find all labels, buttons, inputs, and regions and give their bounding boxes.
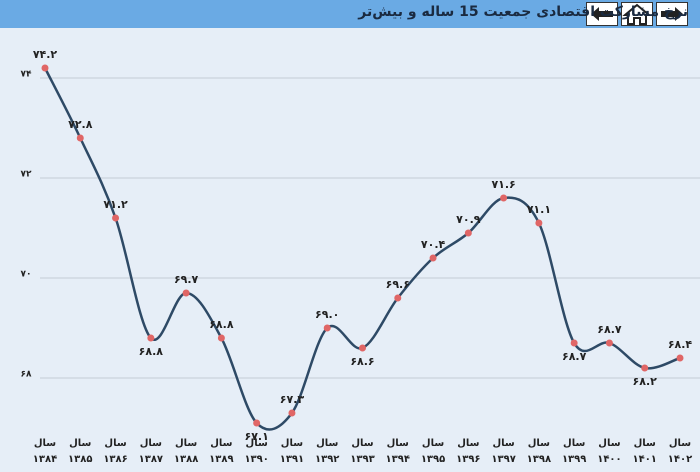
value-label: ۷۲.۸ bbox=[68, 118, 93, 131]
marker bbox=[641, 364, 649, 372]
marker bbox=[182, 289, 190, 297]
home-button[interactable] bbox=[621, 2, 653, 26]
value-label: ۶۸.۸ bbox=[139, 345, 164, 358]
marker bbox=[288, 409, 296, 417]
line bbox=[43, 67, 681, 431]
x-tick-label: سال ۱۳۹۸ bbox=[526, 438, 552, 465]
marker bbox=[676, 354, 684, 362]
x-tick-label: سال ۱۳۹۷ bbox=[491, 438, 516, 465]
x-tick-label: سال ۱۳۹۵ bbox=[420, 438, 446, 465]
value-label: ۷۰.۹ bbox=[456, 213, 481, 226]
x-tick-label: سال ۱۳۹۶ bbox=[456, 438, 481, 465]
x-tick-label: سال ۱۳۹۳ bbox=[350, 438, 375, 465]
marker bbox=[147, 334, 155, 342]
forward-button[interactable] bbox=[656, 2, 688, 26]
value-label: ۶۸.۸ bbox=[209, 318, 234, 331]
value-label: ۶۷.۱ bbox=[245, 430, 269, 443]
value-label: ۶۹.۰ bbox=[315, 308, 339, 321]
value-label: ۷۱.۱ bbox=[527, 203, 551, 216]
x-tick-label: سال ۱۴۰۱ bbox=[632, 438, 657, 465]
value-label: ۷۴.۲ bbox=[33, 48, 58, 61]
y-tick-label: ۶۸ bbox=[21, 370, 32, 380]
x-tick-label: سال ۱۳۸۴ bbox=[32, 438, 58, 465]
y-tick-label: ۷۴ bbox=[21, 70, 32, 80]
marker bbox=[500, 194, 508, 202]
x-tick-label: سال ۱۳۹۲ bbox=[315, 438, 340, 465]
value-label: ۶۹.۶ bbox=[386, 278, 410, 291]
value-label: ۷۱.۲ bbox=[103, 198, 128, 211]
marker bbox=[323, 324, 331, 332]
chart-title: نرخ مشارکت اقتصادی جمعیت 15 ساله و بیش‌ت… bbox=[358, 4, 688, 20]
marker bbox=[570, 339, 578, 347]
x-tick-label: سال ۱۳۹۱ bbox=[279, 438, 305, 465]
value-label: ۶۸.۲ bbox=[633, 375, 658, 388]
value-label: ۶۸.۴ bbox=[668, 338, 693, 351]
marker bbox=[605, 339, 613, 347]
marker bbox=[76, 134, 84, 142]
marker bbox=[253, 419, 261, 427]
x-tick-label: سال ۱۳۸۹ bbox=[209, 438, 234, 465]
value-label: ۶۸.۷ bbox=[562, 350, 587, 363]
marker bbox=[217, 334, 225, 342]
value-label: ۶۸.۶ bbox=[350, 355, 374, 368]
marker bbox=[112, 214, 120, 222]
forward-icon bbox=[661, 7, 683, 21]
y-tick-label: ۷۰ bbox=[21, 270, 32, 280]
value-label: ۶۹.۷ bbox=[174, 273, 199, 286]
marker bbox=[464, 229, 472, 237]
marker bbox=[394, 294, 402, 302]
value-label: ۷۰.۴ bbox=[421, 238, 446, 251]
marker bbox=[359, 344, 366, 352]
x-tick-label: سال ۱۳۸۸ bbox=[173, 438, 199, 465]
value-label: ۷۱.۶ bbox=[491, 178, 515, 191]
x-tick-label: سال ۱۳۹۰ bbox=[244, 438, 269, 465]
x-tick-label: سال ۱۴۰۰ bbox=[597, 438, 622, 465]
x-tick-label: سال ۱۴۰۲ bbox=[667, 438, 693, 465]
back-icon bbox=[591, 7, 613, 21]
home-icon bbox=[622, 3, 652, 25]
marker bbox=[535, 219, 543, 227]
x-tick-label: سال ۱۳۸۵ bbox=[68, 438, 93, 465]
x-tick-label: سال ۱۳۸۶ bbox=[103, 438, 128, 465]
x-tick-label: سال ۱۳۹۹ bbox=[561, 438, 587, 465]
x-tick-label: سال ۱۳۹۴ bbox=[385, 438, 410, 465]
marker bbox=[41, 64, 49, 72]
marker bbox=[429, 254, 437, 262]
value-label: ۶۷.۳ bbox=[280, 393, 305, 406]
y-tick-label: ۷۲ bbox=[21, 170, 32, 180]
title-bar: نرخ مشارکت اقتصادی جمعیت 15 ساله و بیش‌ت… bbox=[0, 0, 700, 28]
value-label: ۶۸.۷ bbox=[597, 323, 622, 336]
back-button[interactable] bbox=[586, 2, 618, 26]
x-tick-label: سال ۱۳۸۷ bbox=[138, 438, 164, 465]
